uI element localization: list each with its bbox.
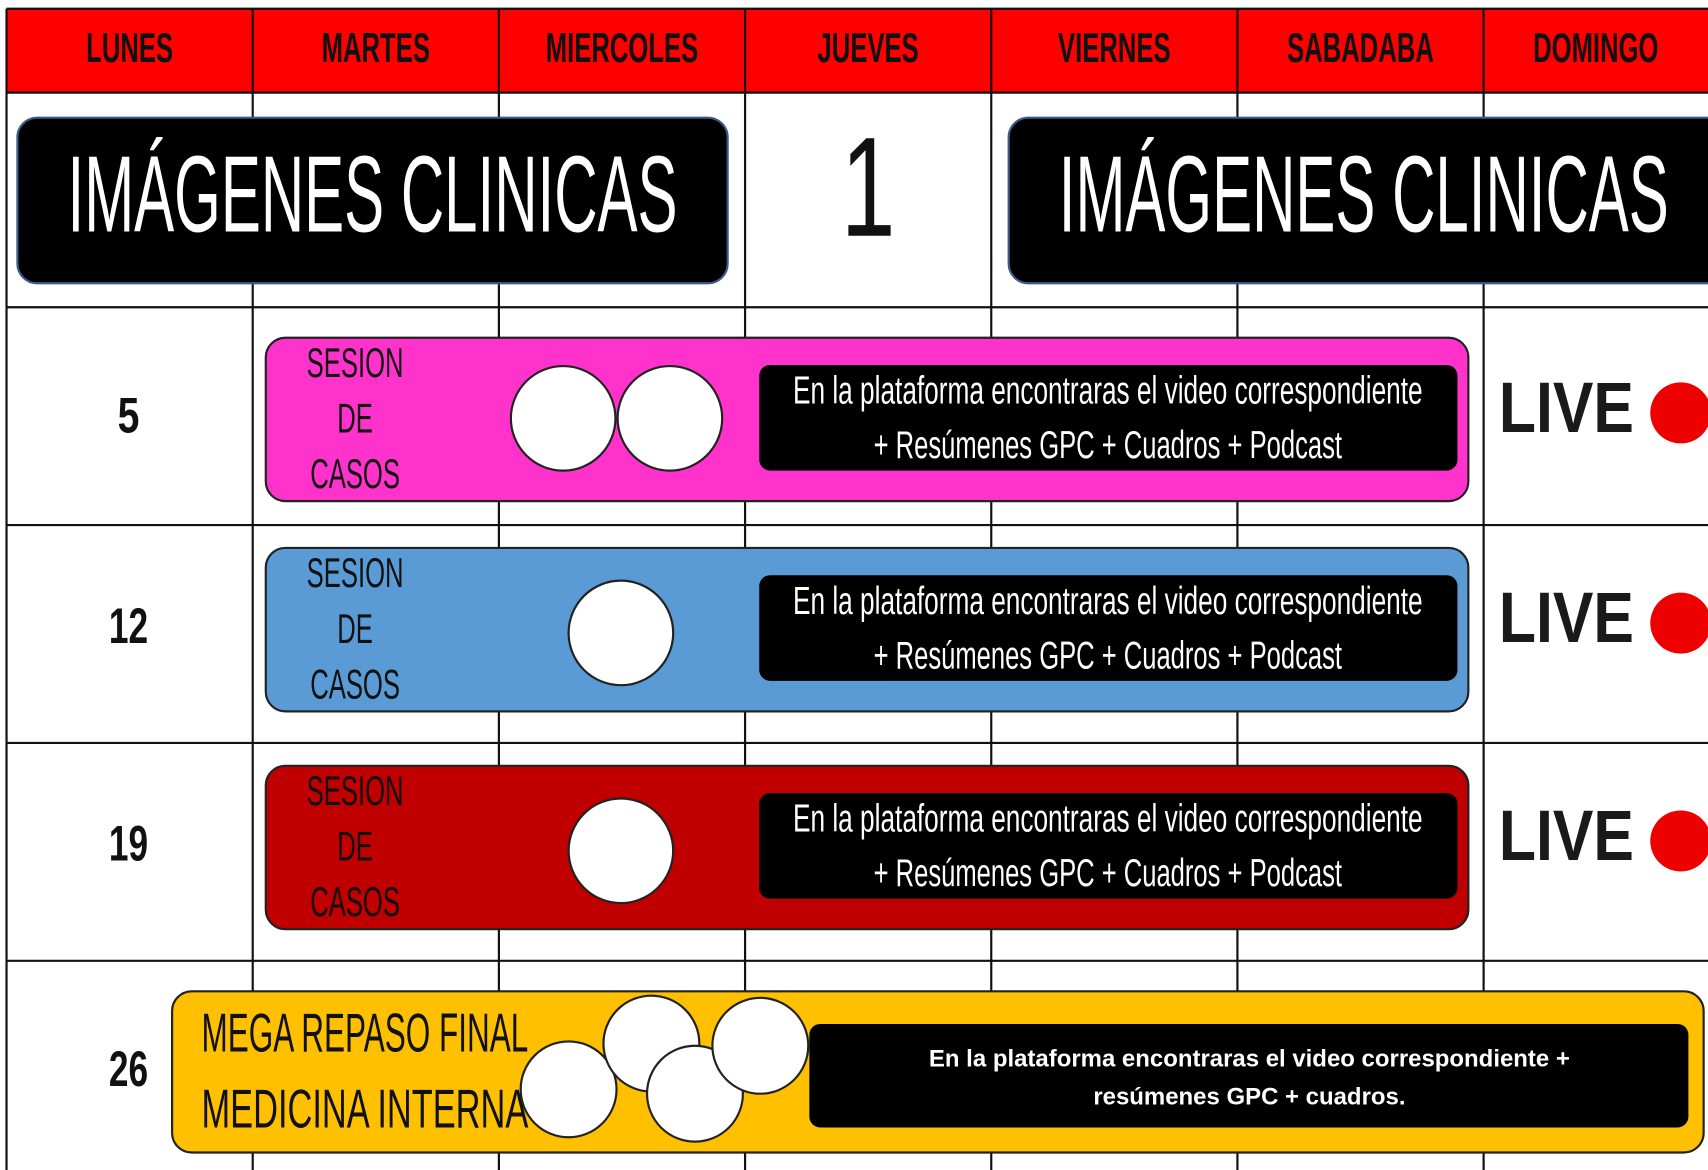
day-header: JUEVES xyxy=(818,26,919,72)
session-label: SESION xyxy=(307,341,404,387)
icon xyxy=(519,1040,618,1139)
session-label: DE xyxy=(337,825,373,871)
live-label: LIVE xyxy=(1499,796,1634,876)
icon xyxy=(711,996,810,1095)
banner xyxy=(1007,116,1708,285)
live-dot xyxy=(1650,592,1708,654)
header-bar xyxy=(6,8,1708,93)
day-header: MIERCOLES xyxy=(546,26,698,72)
info-text: En la plataforma encontraras el video co… xyxy=(929,1045,1570,1072)
day-header: VIERNES xyxy=(1058,26,1171,72)
day-number: 19 xyxy=(109,816,148,872)
day-header: SABADABA xyxy=(1287,26,1434,72)
review-title: MEDICINA INTERNA xyxy=(202,1079,529,1140)
banner-text: IMÁGENES CLINICAS xyxy=(68,133,678,255)
review-title: MEGA REPASO FINAL xyxy=(202,1002,529,1063)
info-box xyxy=(759,364,1458,471)
icon xyxy=(509,364,617,472)
session-label: CASOS xyxy=(310,880,400,926)
session-label: CASOS xyxy=(310,662,400,708)
day-header: DOMINGO xyxy=(1533,26,1658,72)
info-text: + Resúmenes GPC + Cuadros + Podcast xyxy=(874,634,1342,677)
live-dot xyxy=(1650,810,1708,872)
icon xyxy=(567,797,675,905)
banner xyxy=(16,116,729,285)
day-number: 1 xyxy=(841,109,895,267)
session-label: SESION xyxy=(307,551,404,597)
info-text: + Resúmenes GPC + Cuadros + Podcast xyxy=(874,424,1342,467)
day-header: MARTES xyxy=(322,26,430,72)
session-label: CASOS xyxy=(310,452,400,498)
info-box xyxy=(759,793,1458,899)
session-label: DE xyxy=(337,396,373,442)
info-text: En la plataforma encontraras el video co… xyxy=(793,370,1423,413)
info-box xyxy=(759,575,1458,681)
live-label: LIVE xyxy=(1499,578,1634,658)
day-number: 12 xyxy=(109,598,148,654)
icon xyxy=(616,364,724,472)
info-text: + Resúmenes GPC + Cuadros + Podcast xyxy=(874,852,1342,895)
day-number: 5 xyxy=(118,388,140,444)
live-label: LIVE xyxy=(1499,368,1634,448)
info-box xyxy=(809,1023,1689,1128)
icon xyxy=(567,579,675,687)
day-number: 26 xyxy=(109,1041,148,1097)
session-label: SESION xyxy=(307,769,404,815)
live-dot xyxy=(1650,382,1708,444)
day-header: LUNES xyxy=(86,26,173,72)
info-text: En la plataforma encontraras el video co… xyxy=(793,798,1423,841)
session-label: DE xyxy=(337,607,373,653)
info-text: En la plataforma encontraras el video co… xyxy=(793,580,1423,623)
info-text: resúmenes GPC + cuadros. xyxy=(1093,1083,1405,1110)
banner-text: IMÁGENES CLINICAS xyxy=(1059,133,1669,255)
